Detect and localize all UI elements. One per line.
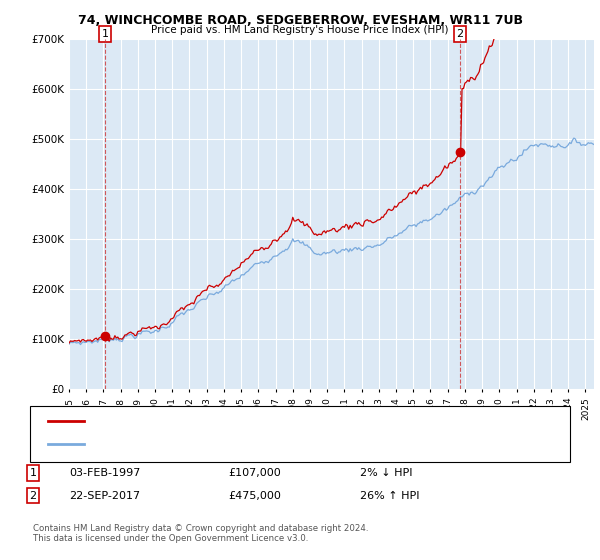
Text: Price paid vs. HM Land Registry's House Price Index (HPI): Price paid vs. HM Land Registry's House … <box>151 25 449 35</box>
Text: 1: 1 <box>29 468 37 478</box>
Text: 2: 2 <box>457 29 464 39</box>
Text: 22-SEP-2017: 22-SEP-2017 <box>69 491 140 501</box>
Text: 03-FEB-1997: 03-FEB-1997 <box>69 468 140 478</box>
Text: £107,000: £107,000 <box>228 468 281 478</box>
Text: 74, WINCHCOMBE ROAD, SEDGEBERROW, EVESHAM, WR11 7UB (detached house): 74, WINCHCOMBE ROAD, SEDGEBERROW, EVESHA… <box>93 416 505 426</box>
Text: 74, WINCHCOMBE ROAD, SEDGEBERROW, EVESHAM, WR11 7UB: 74, WINCHCOMBE ROAD, SEDGEBERROW, EVESHA… <box>77 14 523 27</box>
Text: £475,000: £475,000 <box>228 491 281 501</box>
Text: 2% ↓ HPI: 2% ↓ HPI <box>360 468 413 478</box>
Text: 1: 1 <box>101 29 109 39</box>
Text: Contains HM Land Registry data © Crown copyright and database right 2024.
This d: Contains HM Land Registry data © Crown c… <box>33 524 368 543</box>
Text: 26% ↑ HPI: 26% ↑ HPI <box>360 491 419 501</box>
Text: HPI: Average price, detached house, Wychavon: HPI: Average price, detached house, Wych… <box>93 438 329 449</box>
Text: 2: 2 <box>29 491 37 501</box>
